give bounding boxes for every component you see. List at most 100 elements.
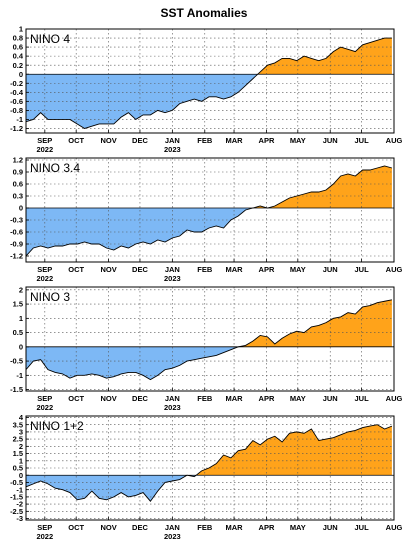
x-tick-year-label: 2022	[36, 532, 53, 541]
x-tick-label: APR	[259, 394, 275, 403]
x-tick-label: JAN	[165, 265, 180, 274]
y-tick-label: 1	[19, 314, 23, 323]
x-tick-label: FEB	[197, 136, 213, 145]
x-tick-label: FEB	[197, 523, 213, 532]
y-tick-label: 0	[19, 204, 23, 213]
anomaly-series-line	[25, 299, 392, 381]
x-tick-label: JUL	[355, 394, 370, 403]
y-tick-label: -1.5	[10, 385, 23, 394]
y-tick-label: -2	[16, 500, 23, 509]
x-tick-year-label: 2023	[164, 274, 181, 283]
panel-frame	[25, 28, 395, 134]
panel-frame	[25, 415, 395, 521]
y-tick-label: 0	[19, 70, 23, 79]
x-tick-label: AUG	[386, 523, 403, 532]
x-tick-label: OCT	[68, 394, 84, 403]
x-tick-label: OCT	[68, 265, 84, 274]
x-tick-label: AUG	[386, 265, 403, 274]
x-tick-label: MAR	[225, 394, 243, 403]
y-tick-label: 1	[19, 25, 23, 34]
negative-anomaly-area	[26, 208, 392, 256]
anomaly-series-line	[25, 37, 392, 129]
x-tick-label: JUL	[355, 523, 370, 532]
y-tick-label: -1	[16, 485, 23, 494]
x-tick-label: APR	[259, 523, 275, 532]
y-tick-label: 2	[19, 285, 23, 294]
x-tick-year-label: 2023	[164, 532, 181, 541]
x-tick-year-label: 2022	[36, 145, 53, 154]
anomaly-series-line	[25, 165, 393, 257]
y-tick-label: 0.5	[13, 328, 23, 337]
negative-anomaly-area	[26, 475, 197, 502]
y-tick-label: 0.6	[13, 43, 23, 52]
y-tick-label: -0.5	[10, 357, 23, 366]
x-tick-label: AUG	[386, 394, 403, 403]
y-tick-label: -0.5	[10, 478, 23, 487]
x-tick-label: MAR	[225, 136, 243, 145]
x-tick-label: DEC	[132, 523, 148, 532]
negative-anomaly-area	[26, 74, 392, 129]
y-tick-label: 2	[19, 442, 23, 451]
y-tick-label: -1.5	[10, 492, 23, 501]
y-tick-label: -2.5	[10, 507, 23, 516]
panel-4: 43.532.521.510.50-0.5-1-1.5-2-2.5-3SEP20…	[10, 413, 402, 541]
x-tick-year-label: 2022	[36, 274, 53, 283]
anomaly-series-line	[25, 424, 393, 502]
x-tick-label: SEP	[37, 523, 52, 532]
x-tick-label: SEP	[37, 265, 52, 274]
panel-label: NINO 4	[30, 32, 70, 46]
x-tick-label: OCT	[68, 523, 84, 532]
y-tick-label: 0.8	[13, 34, 23, 43]
y-tick-label: 4	[19, 413, 24, 422]
y-tick-label: 1	[19, 456, 23, 465]
negative-anomaly-area	[26, 346, 392, 380]
x-tick-label: NOV	[100, 136, 116, 145]
x-tick-label: JAN	[165, 523, 180, 532]
x-tick-label: DEC	[132, 265, 148, 274]
panel-label: NINO 1+2	[30, 419, 84, 433]
positive-anomaly-area	[238, 299, 392, 347]
x-tick-label: OCT	[68, 136, 84, 145]
x-tick-label: DEC	[132, 394, 148, 403]
panels-container: 10.80.60.40.20-0.2-0.4-0.6-0.8-1-1.2SEP2…	[10, 25, 402, 541]
x-tick-label: APR	[259, 265, 275, 274]
y-tick-label: -0.4	[10, 88, 24, 97]
y-tick-label: -1	[16, 371, 23, 380]
x-tick-label: SEP	[37, 136, 52, 145]
y-tick-label: 0	[19, 471, 23, 480]
x-tick-label: NOV	[100, 265, 116, 274]
y-tick-label: 0.3	[13, 192, 23, 201]
panel-1: 10.80.60.40.20-0.2-0.4-0.6-0.8-1-1.2SEP2…	[10, 25, 402, 154]
x-tick-label: JUL	[355, 265, 370, 274]
x-tick-label: FEB	[197, 265, 213, 274]
y-tick-label: -1.2	[10, 124, 23, 133]
x-tick-label: SEP	[37, 394, 52, 403]
y-tick-label: -1.2	[10, 252, 23, 261]
y-tick-label: 0.5	[13, 464, 23, 473]
y-tick-label: 0.4	[13, 52, 24, 61]
x-tick-label: MAR	[225, 523, 243, 532]
x-tick-label: MAY	[290, 265, 306, 274]
x-tick-label: APR	[259, 136, 275, 145]
y-tick-label: 3.5	[13, 420, 23, 429]
panel-frame	[25, 157, 395, 263]
y-tick-label: -0.2	[10, 79, 23, 88]
x-tick-label: JUN	[323, 394, 338, 403]
chart-title: SST Anomalies	[161, 6, 248, 20]
x-tick-label: JUL	[355, 136, 370, 145]
positive-anomaly-area	[26, 166, 392, 208]
x-tick-label: JAN	[165, 394, 180, 403]
y-tick-label: -0.3	[10, 216, 23, 225]
y-tick-label: -0.8	[10, 106, 23, 115]
x-tick-label: NOV	[100, 394, 116, 403]
x-tick-label: JUN	[323, 265, 338, 274]
panel-frame	[25, 286, 395, 392]
x-tick-label: JUN	[323, 136, 338, 145]
y-tick-label: 3	[19, 427, 23, 436]
x-tick-year-label: 2023	[164, 403, 181, 412]
x-tick-year-label: 2023	[164, 145, 181, 154]
x-tick-label: NOV	[100, 523, 116, 532]
x-tick-label: DEC	[132, 136, 148, 145]
panel-label: NINO 3.4	[30, 161, 80, 175]
